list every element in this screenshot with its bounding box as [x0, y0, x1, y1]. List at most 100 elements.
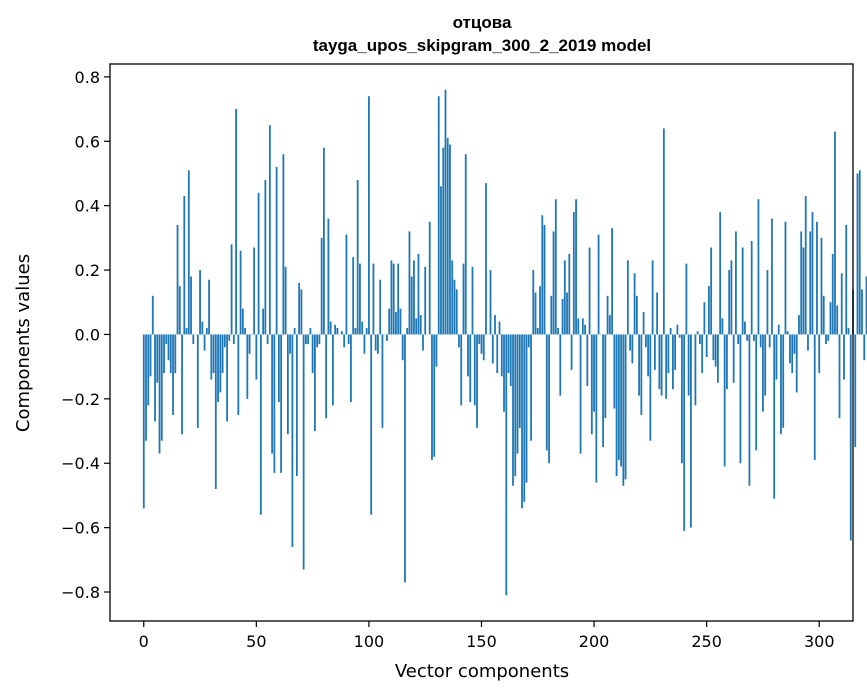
bar-34	[219, 334, 222, 393]
bar-51	[257, 192, 260, 335]
bar-28	[205, 328, 208, 335]
bar-171	[527, 334, 530, 348]
bar-299	[816, 221, 818, 335]
bar-89	[343, 334, 346, 348]
bar-133	[442, 147, 445, 335]
bar-39	[230, 244, 233, 335]
bar-176	[539, 286, 541, 335]
bar-213	[622, 334, 625, 486]
bar-226	[651, 260, 654, 335]
x-axis-label: Vector components	[395, 661, 569, 682]
bar-157	[496, 334, 499, 374]
bar-74	[309, 328, 312, 335]
bar-110	[390, 260, 393, 335]
bar-5	[154, 334, 156, 422]
bar-13	[172, 334, 174, 415]
bar-11	[167, 334, 170, 361]
bar-99	[365, 328, 368, 335]
bar-241	[685, 263, 688, 335]
bar-125	[424, 266, 427, 335]
bar-217	[631, 334, 634, 364]
bar-78	[318, 334, 321, 345]
bar-282	[777, 324, 780, 335]
bar-32	[214, 334, 217, 489]
bar-289	[793, 334, 796, 354]
bar-122	[417, 253, 420, 335]
bar-304	[827, 334, 830, 341]
bar-140	[458, 334, 460, 348]
bar-260	[728, 270, 731, 335]
bar-291	[798, 315, 800, 335]
bar-246	[696, 331, 699, 335]
bar-215	[626, 260, 629, 335]
bar-73	[307, 334, 310, 345]
bar-108	[386, 334, 388, 341]
bar-113	[397, 263, 400, 335]
x-tick-label: 50	[246, 632, 266, 651]
y-axis-ticks: −0.8 −0.6 −0.4 −0.2 0.0 0.2 0.4 0.6 0.8	[61, 68, 110, 602]
bar-127	[428, 221, 431, 335]
bar-142	[462, 263, 465, 335]
bar-207	[608, 315, 611, 335]
bar-309	[838, 334, 841, 419]
bar-141	[460, 334, 463, 406]
bar-62	[282, 154, 285, 335]
bar-2	[147, 334, 150, 406]
bar-228	[656, 292, 659, 335]
bar-231	[662, 128, 665, 335]
bar-154	[489, 270, 492, 335]
bar-186	[561, 299, 564, 335]
bar-251	[708, 286, 710, 335]
bar-155	[491, 334, 494, 364]
bar-278	[768, 334, 771, 348]
bar-54	[264, 179, 267, 335]
bar-288	[791, 334, 794, 374]
bar-9	[163, 334, 165, 374]
bar-296	[809, 231, 812, 335]
bar-234	[669, 328, 672, 335]
bar-88	[341, 331, 343, 335]
bar-139	[455, 289, 458, 335]
bar-277	[766, 270, 769, 335]
bar-224	[647, 334, 650, 377]
bar-69	[298, 282, 301, 335]
bar-165	[514, 334, 517, 477]
bar-281	[775, 334, 778, 380]
bar-100	[368, 96, 370, 335]
bar-44	[241, 308, 244, 335]
bar-97	[361, 321, 364, 335]
bar-91	[347, 334, 350, 345]
bar-178	[543, 224, 546, 335]
bar-198	[588, 247, 591, 335]
bar-321	[865, 276, 867, 335]
bar-156	[494, 315, 496, 335]
bar-173	[532, 270, 535, 335]
bar-71	[302, 334, 305, 570]
bar-45	[244, 328, 246, 335]
bar-303	[825, 334, 827, 345]
bar-164	[512, 334, 514, 486]
bar-188	[566, 292, 568, 335]
bar-132	[440, 186, 442, 335]
x-tick-label: 150	[466, 632, 497, 651]
bar-266	[741, 247, 744, 335]
bar-40	[232, 334, 235, 345]
bar-184	[557, 328, 559, 335]
bar-320	[863, 334, 866, 361]
bar-222	[642, 311, 645, 335]
bar-42	[237, 334, 240, 415]
chart-title-model: tayga_upos_skipgram_300_2_2019 model	[313, 36, 651, 55]
bar-292	[800, 231, 803, 335]
bar-264	[737, 334, 740, 345]
bar-29	[208, 279, 210, 335]
bar-263	[735, 231, 737, 335]
bar-15	[176, 224, 179, 335]
bar-181	[550, 295, 553, 335]
bar-70	[300, 289, 303, 335]
bar-150	[480, 334, 483, 354]
bar-175	[536, 328, 539, 335]
bar-20	[187, 170, 190, 335]
bar-169	[523, 334, 526, 502]
bar-283	[780, 334, 782, 435]
